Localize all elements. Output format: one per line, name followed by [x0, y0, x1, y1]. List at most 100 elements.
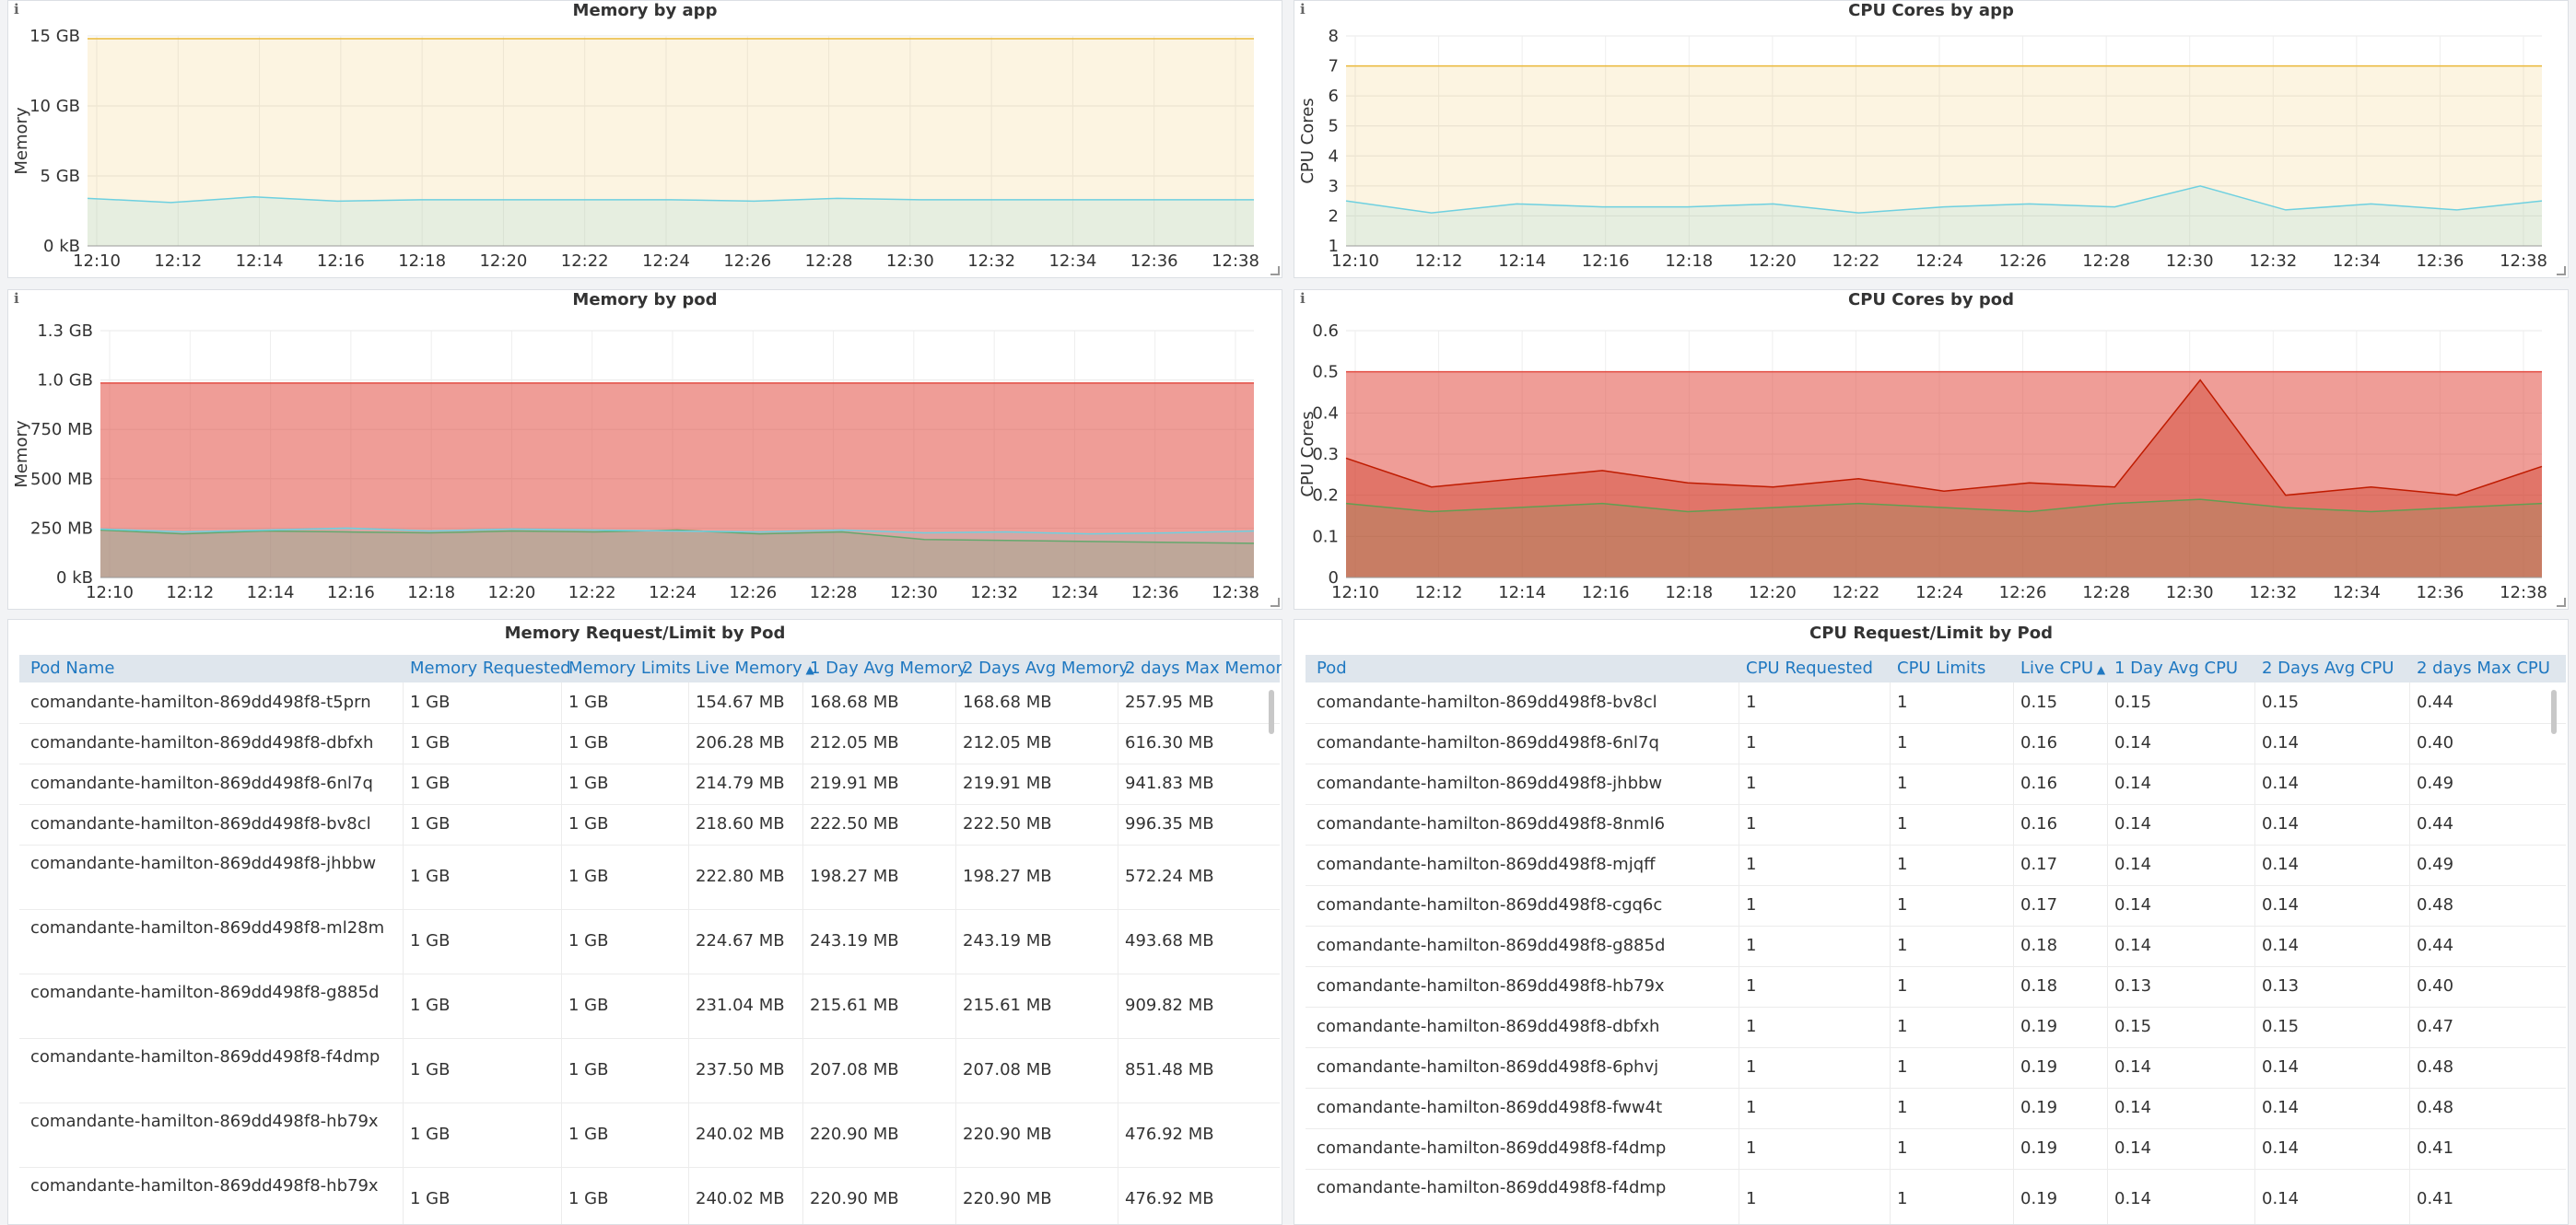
table-cell: 1 GB [410, 774, 451, 793]
info-icon[interactable]: i [1300, 1, 1306, 18]
x-tick-label: 12:18 [407, 583, 455, 602]
column-header[interactable]: 1 Day Avg CPU [2114, 659, 2239, 678]
table-cell: 0.14 [2262, 855, 2300, 874]
table-row[interactable]: comandante-hamilton-869dd498f8-dbfxh 1 1 0.… [1306, 1007, 2566, 1048]
table-row[interactable]: comandante-hamilton-869dd498f8-mjqff 1 1 0.… [1306, 845, 2566, 886]
x-tick-label: 12:34 [1048, 251, 1096, 271]
table-row[interactable]: comandante-hamilton-869dd498f8-6phvj 1 1 0.… [1306, 1047, 2566, 1089]
panel-title[interactable]: Memory Request/Limit by Pod [504, 624, 786, 643]
column-divider [403, 845, 404, 909]
table-row[interactable]: comandante-hamilton-869dd498f8-hb79x 1 GB… [19, 1102, 1280, 1168]
table-row[interactable]: comandante-hamilton-869dd498f8-cgq6c 1 1 0.… [1306, 885, 2566, 927]
column-header[interactable]: CPU Limits [1897, 659, 1986, 678]
scrollbar-thumb[interactable] [1269, 690, 1274, 734]
table-row[interactable]: comandante-hamilton-869dd498f8-jhbbw 1 GB… [19, 845, 1280, 910]
column-header[interactable]: 2 Days Avg Memory [963, 659, 1130, 678]
x-tick-label: 12:38 [1212, 583, 1259, 602]
table-cell: 616.30 MB [1125, 733, 1214, 752]
panel-title[interactable]: CPU Request/Limit by Pod [1809, 624, 2053, 643]
table-body: comandante-hamilton-869dd498f8-t5prn 1 GB… [19, 682, 1280, 1224]
table-row[interactable]: comandante-hamilton-869dd498f8-ml28m 1 GB… [19, 909, 1280, 974]
y-tick-label: 0.3 [1312, 445, 1339, 464]
sort-asc-icon[interactable]: ▲ [2093, 663, 2106, 676]
table-row[interactable]: comandante-hamilton-869dd498f8-g885d 1 GB… [19, 974, 1280, 1039]
column-header[interactable]: Memory Limits [568, 659, 691, 678]
table-row[interactable]: comandante-hamilton-869dd498f8-8nml6 1 1 0.… [1306, 804, 2566, 846]
table-cell: 0.14 [2114, 814, 2152, 834]
x-tick-label: 12:10 [73, 251, 121, 271]
resize-handle[interactable] [2557, 266, 2566, 275]
column-divider [1890, 1088, 1891, 1128]
panel-title[interactable]: CPU Cores by app [1848, 1, 2014, 20]
table-cell: 0.13 [2262, 976, 2300, 996]
column-header[interactable]: Live CPU ▲ [2020, 659, 2106, 678]
table-row[interactable]: comandante-hamilton-869dd498f8-6nl7q 1 GB… [19, 764, 1280, 805]
table-row[interactable]: comandante-hamilton-869dd498f8-fww4t 1 1 0.… [1306, 1088, 2566, 1129]
pod-name-cell: comandante-hamilton-869dd498f8-cgq6c [1317, 895, 1663, 915]
table-row[interactable]: comandante-hamilton-869dd498f8-bv8cl 1 GB… [19, 804, 1280, 846]
info-icon[interactable]: i [1300, 290, 1306, 307]
table-row[interactable]: comandante-hamilton-869dd498f8-dbfxh 1 GB… [19, 723, 1280, 764]
x-tick-label: 12:10 [86, 583, 134, 602]
table-row[interactable]: comandante-hamilton-869dd498f8-f4dmp 1 1 0.… [1306, 1128, 2566, 1170]
column-divider [2409, 1047, 2410, 1088]
table-row[interactable]: comandante-hamilton-869dd498f8-f4dmp 1 GB… [19, 1038, 1280, 1103]
table-row[interactable]: comandante-hamilton-869dd498f8-g885d 1 1 0.… [1306, 926, 2566, 967]
panel-title[interactable]: CPU Cores by pod [1848, 290, 2014, 309]
table-header: Pod CPU Requested CPU Limits Live CPU ▲ 1 Da… [1306, 655, 2566, 682]
scrollbar-thumb[interactable] [2551, 690, 2557, 734]
column-divider [802, 1038, 803, 1102]
table-row[interactable]: comandante-hamilton-869dd498f8-6nl7q 1 1 0.… [1306, 723, 2566, 764]
pod-name-cell: comandante-hamilton-869dd498f8-6nl7q [1317, 733, 1659, 752]
table-cell: 222.50 MB [963, 814, 1052, 834]
series-line [100, 529, 1255, 544]
column-header[interactable]: 2 Days Avg CPU [2262, 659, 2395, 678]
resize-handle[interactable] [1270, 598, 1280, 607]
column-divider [2013, 1169, 2014, 1224]
resize-handle[interactable] [2557, 598, 2566, 607]
panel-title[interactable]: Memory by pod [572, 290, 718, 309]
column-header[interactable]: CPU Requested [1746, 659, 1873, 678]
column-header[interactable]: 2 days Max Memory [1125, 659, 1282, 678]
table-cell: 215.61 MB [963, 996, 1052, 1015]
resize-handle[interactable] [1270, 266, 1280, 275]
column-divider [2409, 845, 2410, 885]
x-tick-label: 12:14 [236, 251, 284, 271]
table-row[interactable]: comandante-hamilton-869dd498f8-hb79x 1 GB… [19, 1167, 1280, 1224]
column-divider [688, 845, 689, 909]
column-divider [688, 682, 689, 723]
x-tick-label: 12:16 [1582, 583, 1630, 602]
sort-asc-icon[interactable]: ▲ [802, 663, 814, 676]
table-row[interactable]: comandante-hamilton-869dd498f8-bv8cl 1 1 0.… [1306, 682, 2566, 724]
info-icon[interactable]: i [14, 1, 19, 18]
table-cell: 0.15 [2262, 693, 2300, 712]
column-header[interactable]: Pod Name [30, 659, 115, 678]
cpu-by-app-chart[interactable]: 8 7 6 5 4 3 2 112:10 12:12 12:14 12:16 12:18 12:20 12… [1294, 1, 2570, 279]
table-row[interactable]: comandante-hamilton-869dd498f8-jhbbw 1 1 0.… [1306, 764, 2566, 805]
column-header[interactable]: 1 Day Avg Memory [810, 659, 967, 678]
column-divider [2013, 966, 2014, 1007]
table-cell: 0.14 [2114, 733, 2152, 752]
table-row[interactable]: comandante-hamilton-869dd498f8-hb79x 1 1 0.… [1306, 966, 2566, 1008]
y-tick-label: 1 [1329, 237, 1339, 256]
info-icon[interactable]: i [14, 290, 19, 307]
column-header[interactable]: 2 days Max CPU [2417, 659, 2550, 678]
cpu-by-pod-chart[interactable]: 0.6 0.5 0.4 0.3 0.2 0.1 012:10 12:12 12:14 12:16 1… [1294, 290, 2570, 611]
panel-title[interactable]: Memory by app [572, 1, 718, 20]
column-divider [802, 682, 803, 723]
table-row[interactable]: comandante-hamilton-869dd498f8-t5prn 1 GB… [19, 682, 1280, 724]
y-tick-label: 4 [1329, 146, 1339, 166]
column-divider [1890, 804, 1891, 845]
table-row[interactable]: comandante-hamilton-869dd498f8-f4dmp 1 1 0.… [1306, 1169, 2566, 1224]
table-cell: 0.19 [2020, 1189, 2058, 1208]
table-cell: 0.16 [2020, 814, 2058, 834]
series-area [88, 196, 1254, 246]
table-cell: 212.05 MB [963, 733, 1052, 752]
series-line [1345, 498, 2543, 513]
column-divider [2107, 885, 2108, 926]
column-header[interactable]: Live Memory ▲ [696, 659, 814, 678]
column-header[interactable]: Memory Requested [410, 659, 571, 678]
column-header[interactable]: Pod [1317, 659, 1347, 678]
